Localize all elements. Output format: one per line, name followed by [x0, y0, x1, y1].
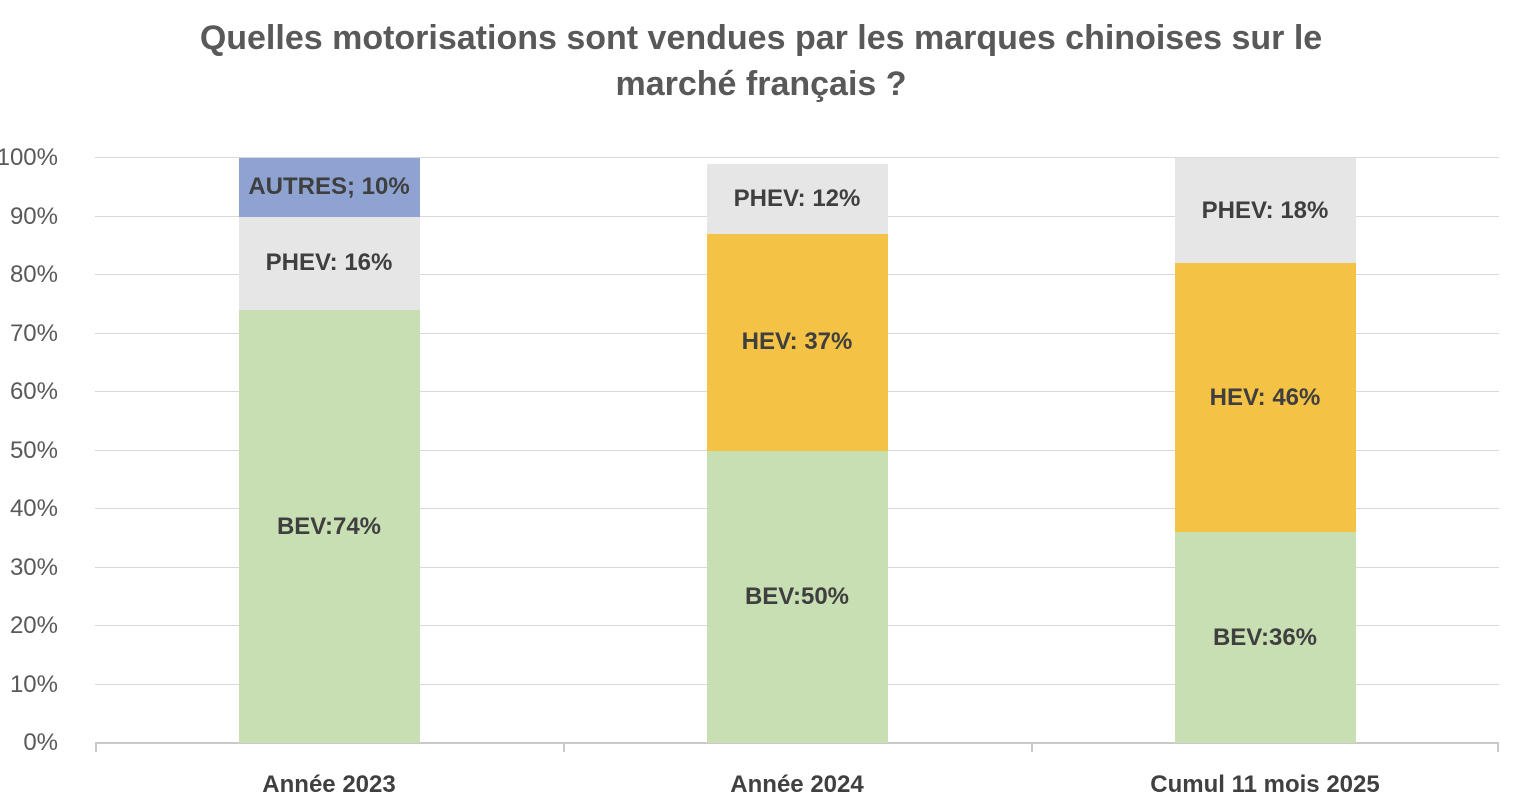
bar-ann-e-2024: BEV:50% HEV: 37% PHEV: 12%: [706, 158, 888, 743]
segment-label-hev: HEV: 46%: [1209, 383, 1321, 411]
segment-label-bev: BEV:74%: [276, 512, 382, 540]
y-axis-tick-label-40%: 40%: [9, 495, 58, 522]
y-axis-tick-label-0%: 0%: [23, 729, 58, 756]
y-axis-tick-label-80%: 80%: [9, 261, 58, 288]
x-axis-category-label: Année 2024: [730, 771, 864, 798]
gridline-100%: [95, 157, 1499, 158]
y-axis-tick-label-30%: 30%: [9, 553, 58, 581]
segment-label-autres: AUTRES; 10%: [248, 173, 410, 201]
bar-segment-phev-ann-e-2024: PHEV: 12%: [706, 163, 888, 235]
y-axis-tick-label-90%: 90%: [9, 202, 58, 230]
y-axis-tick-label-70%: 70%: [9, 319, 58, 347]
y-axis-tick-label-60%: 60%: [9, 378, 58, 405]
x-axis-line: [95, 742, 1499, 744]
bar-ann-e-2023: BEV:74% PHEV: 16% AUTRES; 10%: [238, 158, 420, 743]
x-axis-tick-mark: [1031, 743, 1033, 752]
bar-cumul-11-mois-2025: BEV:36% HEV: 46% PHEV: 18%: [1174, 158, 1356, 743]
x-axis-tick-mark: [563, 743, 565, 752]
segment-label-hev: HEV: 37%: [741, 328, 853, 356]
bar-segment-hev-cumul-11-mois-2025: HEV: 46%: [1174, 263, 1356, 533]
x-axis-tick-mark: [95, 743, 97, 752]
y-axis-tick-label-20%: 20%: [9, 612, 58, 639]
bar-segment-bev-ann-e-2023: BEV:74%: [238, 310, 420, 743]
segment-label-phev: PHEV: 18%: [1201, 196, 1329, 224]
y-axis-tick-label-50%: 50%: [9, 436, 58, 464]
segment-label-bev: BEV:50%: [744, 582, 850, 610]
bar-segment-hev-ann-e-2024: HEV: 37%: [706, 234, 888, 451]
bar-segment-bev-ann-e-2024: BEV:50%: [706, 450, 888, 743]
segment-label-bev: BEV:36%: [1212, 623, 1318, 651]
x-axis-category-label: Cumul 11 mois 2025: [1150, 771, 1380, 798]
bar-segment-bev-cumul-11-mois-2025: BEV:36%: [1174, 532, 1356, 743]
x-axis-tick-mark: [1497, 743, 1499, 752]
bar-segment-phev-cumul-11-mois-2025: PHEV: 18%: [1174, 158, 1356, 264]
bar-segment-phev-ann-e-2023: PHEV: 16%: [238, 216, 420, 311]
y-axis-tick-label-100%: 100%: [0, 144, 58, 171]
chart-title: Quelles motorisations sont vendues par l…: [199, 19, 1323, 103]
bar-segment-autres-ann-e-2023: AUTRES; 10%: [238, 158, 420, 217]
plot-area: 0% 10% 20% 30% 40% 50% 60% 70% 80% 90% 100% BEV:74%…: [0, 144, 1499, 798]
segment-label-phev: PHEV: 16%: [265, 249, 393, 277]
y-axis-tick-label-10%: 10%: [9, 670, 58, 698]
segment-label-phev: PHEV: 12%: [733, 184, 861, 212]
x-axis-category-label: Année 2023: [262, 771, 396, 798]
